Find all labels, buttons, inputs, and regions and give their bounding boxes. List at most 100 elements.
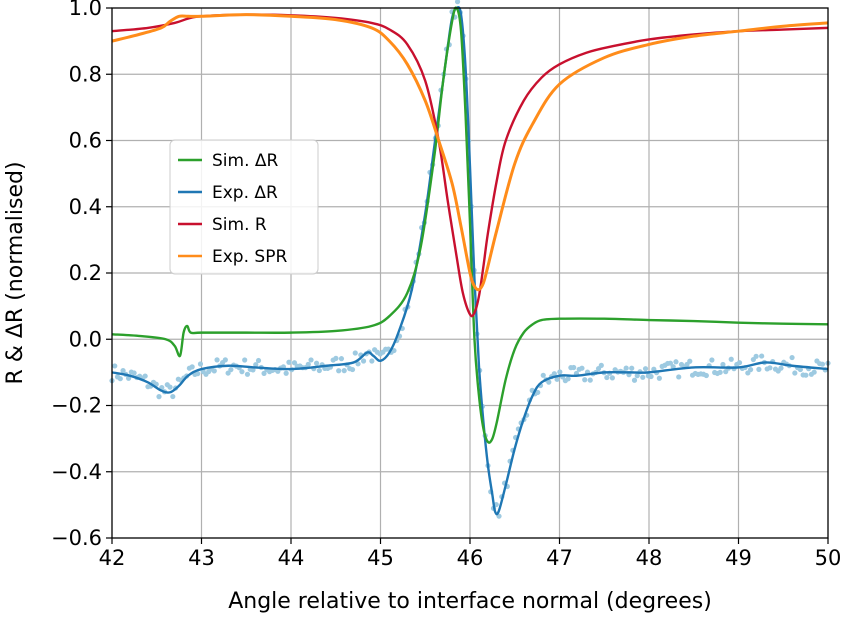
y-tick-label: 0.0 [69, 327, 102, 351]
x-tick-label: 42 [99, 546, 126, 570]
scatter-point [338, 356, 345, 362]
scatter-point [571, 364, 577, 371]
scatter-point [316, 367, 322, 374]
scatter-point [369, 358, 375, 364]
scatter-point [789, 354, 795, 361]
x-tick-label: 47 [546, 546, 573, 570]
scatter-point [253, 362, 259, 368]
scatter-point [242, 357, 248, 363]
legend-box [169, 139, 319, 275]
y-tick-label: −0.2 [51, 394, 102, 418]
scatter-point [759, 353, 765, 359]
scatter-point [797, 366, 803, 373]
x-tick-label: 49 [725, 546, 752, 570]
y-tick-label: 0.4 [69, 195, 102, 219]
scatter-point [723, 369, 729, 375]
scatter-point [142, 373, 148, 379]
scatter-point [582, 377, 588, 383]
y-axis-label: R & ΔR (normalised) [3, 161, 28, 384]
scatter-point [673, 359, 679, 365]
scatter-point [554, 376, 560, 382]
scatter-point [629, 365, 635, 371]
series-line-sim-r [111, 6, 829, 444]
scatter-point [634, 373, 640, 379]
scatter-point [125, 375, 132, 381]
scatter-point [341, 368, 347, 374]
scatter-point [753, 353, 759, 359]
scatter-point [255, 357, 262, 364]
scatter-point [703, 372, 709, 379]
x-axis-label: Angle relative to interface normal (degr… [228, 589, 712, 614]
scatter-point [112, 363, 118, 369]
scatter-point [131, 370, 137, 376]
scatter-point [355, 361, 361, 367]
scatter-point [261, 370, 267, 376]
legend-label: Exp. SPR [212, 247, 287, 267]
scatter-point [756, 366, 762, 372]
legend-label: Sim. R [212, 215, 267, 235]
scatter-point [352, 350, 358, 356]
y-tick-label: 0.2 [69, 261, 102, 285]
scatter-point [720, 361, 726, 368]
series-lines [111, 6, 829, 516]
scatter-point [579, 365, 585, 371]
scatter-point [728, 356, 734, 362]
scatter-point [651, 366, 657, 372]
scatter-point [648, 373, 654, 380]
scatter-point [767, 365, 773, 371]
scatter-point [587, 377, 593, 383]
y-tick-label: 1.0 [69, 0, 102, 20]
x-tick-label: 43 [188, 546, 215, 570]
scatter-point [623, 365, 629, 371]
scatter-point [189, 364, 195, 370]
x-tick-label: 48 [636, 546, 663, 570]
scatter-point [120, 368, 126, 374]
scatter-point [778, 365, 784, 371]
scatter-point [228, 367, 234, 373]
y-tick-label: −0.6 [51, 526, 102, 550]
scatter-point [305, 361, 311, 367]
series-line-exp-spr [111, 13, 829, 292]
scatter-point [792, 370, 798, 376]
scatter-point [535, 389, 541, 396]
scatter-point [803, 372, 809, 378]
scatter-point [819, 361, 826, 367]
scatter-point [333, 355, 339, 361]
scatter-point [676, 374, 682, 380]
x-tick-labels: 42 43 44 45 46 47 48 49 50 [99, 538, 841, 570]
scatter-point [604, 374, 610, 381]
scatter-point [540, 372, 546, 378]
legend: Sim. ΔR Exp. ΔR Sim. R Exp. SPR [169, 139, 319, 275]
scatter-point [349, 366, 356, 373]
scatter-point [239, 369, 245, 375]
scatter-point [667, 360, 674, 366]
scatter-point [656, 375, 662, 381]
scatter-point [565, 376, 571, 382]
scatter-point [313, 360, 320, 366]
scatter-point [670, 364, 676, 370]
scatter-point [811, 369, 817, 375]
scatter-point [609, 375, 615, 381]
scatter-point [197, 361, 204, 367]
x-tick-label: 44 [278, 546, 305, 570]
scatter-point [308, 357, 314, 363]
scatter-point [546, 379, 552, 385]
scatter-point [291, 360, 298, 366]
scatter-point [195, 371, 201, 377]
y-tick-labels: −0.6 −0.4 −0.2 0.0 0.2 0.4 0.6 0.8 1.0 [51, 0, 112, 550]
scatter-point [117, 376, 123, 382]
scatter-point [360, 358, 367, 364]
legend-label: Sim. ΔR [212, 151, 279, 171]
scatter-point [211, 368, 217, 374]
legend-label: Exp. ΔR [212, 183, 278, 203]
x-tick-label: 46 [457, 546, 484, 570]
x-tick-label: 45 [367, 546, 394, 570]
scatter-point [642, 366, 649, 372]
y-tick-label: 0.6 [69, 129, 102, 153]
scatter-point [557, 369, 563, 375]
scatter-point [244, 371, 251, 377]
scatter-point [551, 371, 557, 377]
scatter-point [631, 377, 638, 383]
scatter-point [640, 374, 646, 380]
